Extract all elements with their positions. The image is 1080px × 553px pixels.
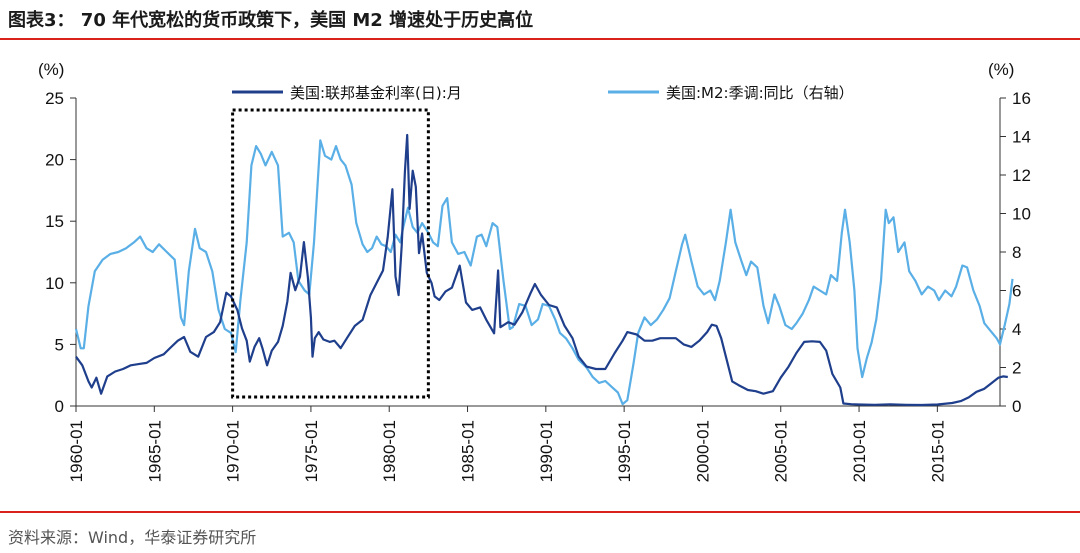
x-tick-label: 1965-01 (145, 420, 164, 482)
bottom-divider (0, 511, 1080, 513)
right-tick-label: 0 (1012, 397, 1021, 416)
left-tick-label: 10 (45, 274, 64, 293)
right-tick-label: 4 (1012, 320, 1021, 339)
left-tick-label: 0 (55, 397, 64, 416)
right-tick-label: 16 (1012, 89, 1031, 108)
right-tick-label: 10 (1012, 205, 1031, 224)
x-tick-label: 2015-01 (928, 420, 947, 482)
right-tick-label: 2 (1012, 359, 1021, 378)
left-y-ticks: 0 5 10 15 20 25 (45, 89, 76, 416)
legend-label-m2: 美国:M2:季调:同比（右轴） (666, 84, 854, 102)
right-tick-label: 8 (1012, 243, 1021, 262)
x-tick-label: 1980-01 (380, 420, 399, 482)
x-tick-label: 1995-01 (615, 420, 634, 482)
source-note: 资料来源：Wind，华泰证券研究所 (8, 528, 257, 547)
highlight-1970s-box (231, 108, 430, 399)
x-tick-label: 1985-01 (459, 420, 478, 482)
line-chart: (%) (%) 美国:联邦基金利率(日):月 美国:M2:季调:同比（右轴） 0… (38, 60, 1031, 482)
left-tick-label: 25 (45, 89, 64, 108)
series-layer (74, 133, 1014, 407)
x-tick-label: 1960-01 (67, 420, 86, 482)
left-tick-label: 15 (45, 212, 64, 231)
x-tick-label: 1975-01 (302, 420, 321, 482)
x-tick-label: 2000-01 (693, 420, 712, 482)
x-tick-label: 2010-01 (850, 420, 869, 482)
left-axis-unit: (%) (38, 60, 64, 79)
left-tick-label: 5 (55, 335, 64, 354)
right-y-ticks: 0 2 4 6 8 10 12 14 16 (1000, 89, 1031, 416)
x-tick-label: 1970-01 (224, 420, 243, 482)
series-line-fed-funds (75, 133, 1008, 407)
x-axis-ticks: 1960-01 1965-01 1970-01 1975-01 1980-01 1985-… (67, 406, 947, 482)
legend-label-fed-funds: 美国:联邦基金利率(日):月 (290, 84, 462, 102)
right-tick-label: 14 (1012, 128, 1031, 147)
right-tick-label: 6 (1012, 282, 1021, 301)
series-line-m2 (74, 139, 1014, 406)
chart-title: 图表3： 70 年代宽松的货币政策下，美国 M2 增速处于历史高位 (8, 10, 534, 31)
top-divider (0, 38, 1080, 40)
x-tick-label: 1990-01 (537, 420, 556, 482)
right-tick-label: 12 (1012, 166, 1031, 185)
x-tick-label: 2005-01 (772, 420, 791, 482)
left-tick-label: 20 (45, 151, 64, 170)
right-axis-unit: (%) (988, 60, 1014, 79)
